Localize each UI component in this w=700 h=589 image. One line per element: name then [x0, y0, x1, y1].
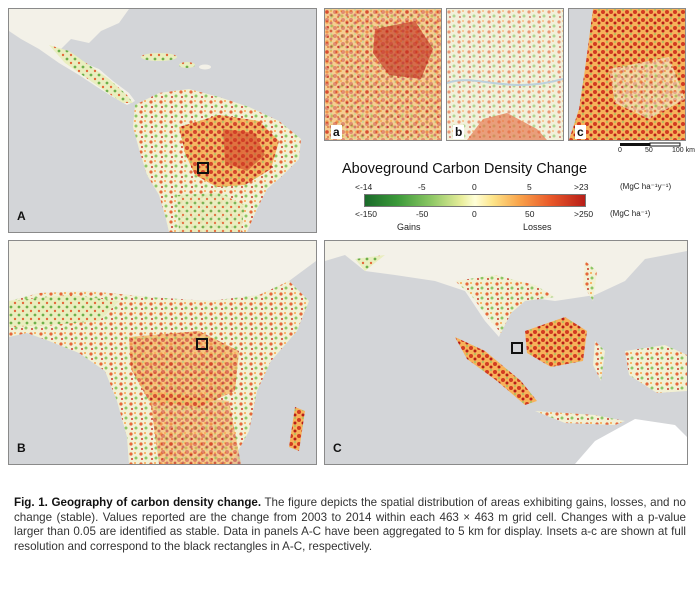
scale-tick-50: 50: [645, 147, 653, 154]
rate-tick-2: -5: [418, 182, 426, 192]
inset-a-map: [325, 9, 441, 140]
rate-tick-5: >23: [574, 182, 589, 192]
total-tick-1: <-150: [355, 209, 377, 219]
legend-colorbar: [364, 194, 586, 207]
panel-label-b-upper: B: [17, 441, 26, 455]
scale-bar: 0 50 100 km: [618, 142, 695, 156]
caption-title: Fig. 1. Geography of carbon density chan…: [14, 496, 262, 509]
panel-label-c-upper: C: [333, 441, 342, 455]
rate-unit: (MgC ha⁻¹y⁻¹): [620, 182, 672, 191]
map-panel-americas[interactable]: A: [8, 8, 317, 233]
scale-tick-100: 100 km: [672, 147, 695, 154]
rate-tick-3: 0: [472, 182, 477, 192]
total-tick-4: 50: [525, 209, 535, 219]
inset-label-b: b: [453, 125, 465, 139]
panel-label-a-upper: A: [17, 209, 26, 223]
inset-b-locator: [196, 338, 208, 350]
legend-gains-label: Gains: [397, 222, 421, 232]
map-panel-asia[interactable]: C: [324, 240, 688, 465]
map-panel-africa[interactable]: B: [8, 240, 317, 465]
scale-bar-graphic: [620, 142, 681, 147]
total-tick-3: 0: [472, 209, 477, 219]
inset-label-c: c: [575, 125, 586, 139]
legend-title: Aboveground Carbon Density Change: [342, 161, 588, 177]
americas-map: [9, 9, 316, 232]
rate-tick-4: 5: [527, 182, 532, 192]
inset-panel-b[interactable]: b: [446, 8, 564, 141]
inset-panel-c[interactable]: c: [568, 8, 686, 141]
africa-map: [9, 241, 316, 464]
inset-c-locator: [511, 342, 523, 354]
total-unit: (MgC ha⁻¹): [610, 209, 651, 218]
inset-c-map: [569, 9, 685, 140]
caption-body: The figure depicts the spatial distribut…: [14, 496, 686, 553]
inset-label-a: a: [331, 125, 342, 139]
legend-losses-label: Losses: [523, 222, 552, 232]
total-tick-5: >250: [574, 209, 594, 219]
inset-a-locator: [197, 162, 209, 174]
inset-panel-a[interactable]: a: [324, 8, 442, 141]
inset-b-map: [447, 9, 563, 140]
figure-caption: Fig. 1. Geography of carbon density chan…: [14, 496, 686, 554]
scale-tick-0: 0: [618, 147, 622, 154]
rate-tick-1: <-14: [355, 182, 373, 192]
asia-map: [325, 241, 687, 464]
total-tick-2: -50: [416, 209, 429, 219]
